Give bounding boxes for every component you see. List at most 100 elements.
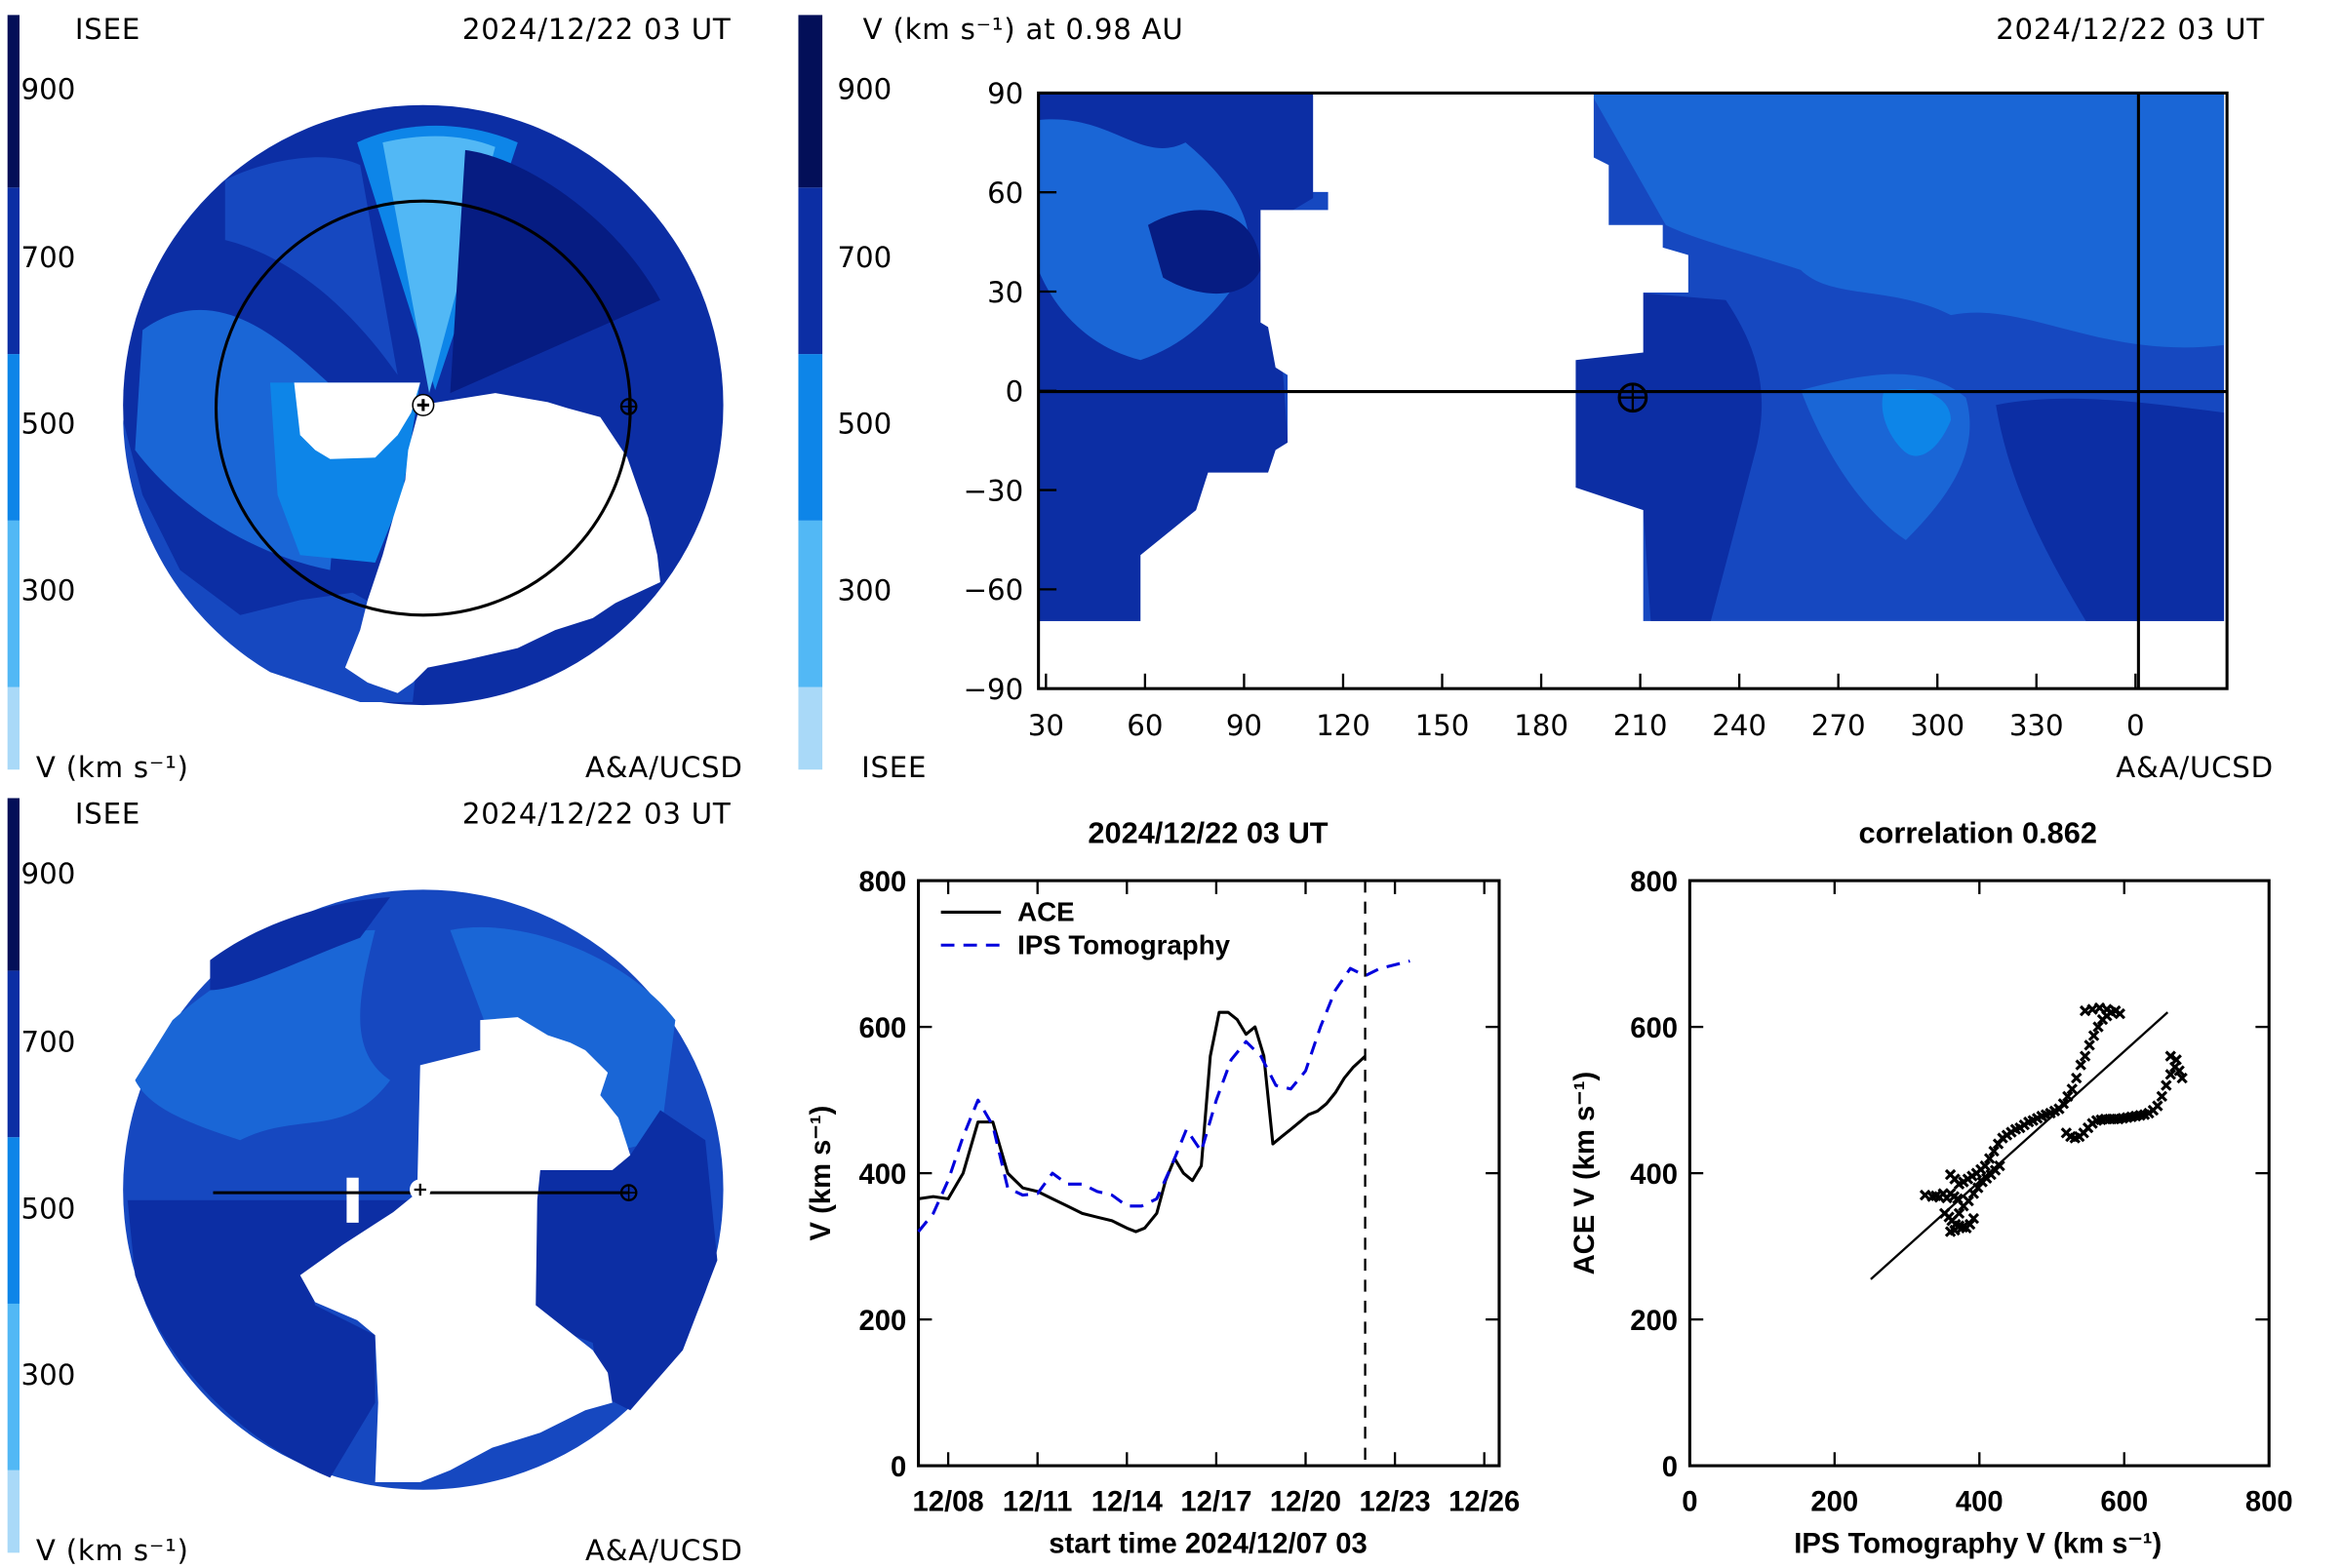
colorbar2-tick-700: 700: [837, 241, 892, 274]
map-xtick-label: 210: [1613, 709, 1668, 742]
scatter-point: [2087, 1030, 2100, 1041]
meridional-sun-cross-icon: [414, 1183, 426, 1196]
scatter-point: [1988, 1145, 2000, 1157]
colorbar3-tick-700: 700: [21, 1025, 76, 1058]
scatter-point: [2152, 1100, 2163, 1112]
sc-xtick-label: 600: [2100, 1486, 2148, 1517]
ts-ytick-label: 400: [858, 1159, 906, 1191]
ecliptic-data-gap-upper: [294, 382, 420, 459]
ecliptic-panel: ISEE 2024/12/22 03 UT V (km s⁻¹) A&A/UCS…: [36, 13, 743, 784]
meridional-panel: ISEE 2024/12/22 03 UT V (km s⁻¹) A&A/UCS…: [36, 798, 743, 1567]
colorbar2-tick-900: 900: [837, 73, 892, 106]
ecliptic-source-label: ISEE: [75, 13, 140, 46]
sc-ytick-label: 400: [1630, 1159, 1678, 1191]
scatter-point: [2170, 1054, 2182, 1066]
map-xtick-label: 330: [2009, 709, 2064, 742]
ts-xtick-label: 12/14: [1091, 1486, 1164, 1517]
colorbar-tick-500: 500: [21, 408, 76, 441]
colorbar2-band-600: [798, 187, 823, 355]
colorbar-tick-300: 300: [21, 573, 76, 607]
sc-ytick-label: 800: [1630, 867, 1678, 898]
colorbar3-band-200: [7, 1470, 20, 1553]
map-ytick-label: 90: [987, 77, 1023, 110]
ecliptic-region-lower: [123, 419, 420, 703]
map-source-label: ISEE: [861, 751, 927, 784]
colorbar-band-200: [7, 686, 20, 770]
scatter-point: [1979, 1159, 1991, 1172]
ips-series-line: [917, 960, 1410, 1234]
scatter-fit-line: [1870, 1011, 2169, 1280]
timeseries-title: 2024/12/22 03 UT: [1088, 816, 1328, 850]
colorbar2-band-900: [798, 15, 823, 188]
timeseries-panel: 2024/12/22 03 UT 0 200 400 600 800 12/08 12/11…: [806, 816, 1520, 1560]
sun-cross-icon: [417, 399, 430, 412]
map-earth-cross-icon: [1619, 383, 1647, 412]
meridional-timestamp: 2024/12/22 03 UT: [462, 798, 732, 831]
legend-ips-label: IPS Tomography: [1017, 929, 1231, 960]
scatter-point: [2164, 1050, 2176, 1062]
sc-xtick-label: 0: [1682, 1486, 1697, 1517]
scatter-point: [1967, 1212, 1980, 1225]
colorbar-band-400: [7, 354, 20, 521]
map-ytick-label: −60: [964, 573, 1024, 607]
meridional-region-fast-right: [533, 1110, 718, 1411]
map-xtick-label: 0: [2126, 709, 2145, 742]
scatter-point: [1994, 1159, 2005, 1172]
map-region-medium-north: [1590, 93, 2225, 348]
colorbar2-tick-500: 500: [837, 408, 892, 441]
map-timestamp: 2024/12/22 03 UT: [1996, 13, 2265, 46]
ts-xtick-label: 12/20: [1270, 1486, 1341, 1517]
ts-ytick-label: 800: [858, 867, 906, 898]
scatter-point: [1949, 1224, 1961, 1236]
map-region-medium-west: [1038, 119, 1250, 361]
ts-xtick-label: 12/26: [1448, 1486, 1520, 1517]
scatter-title: correlation 0.862: [1859, 816, 2097, 850]
meridional-region-medium: [135, 929, 391, 1141]
scatter-point: [2173, 1065, 2185, 1077]
colorbar-band-600: [7, 187, 20, 355]
timeseries-axes: 0 200 400 600 800 12/08 12/11 12/14 12/17 12/20 12…: [858, 867, 1520, 1517]
colorbar-top-left: 900 700 500 300: [7, 15, 76, 770]
map-xtick-label: 240: [1712, 709, 1766, 742]
meridional-credit: A&A/UCSD: [585, 1534, 743, 1567]
scatter-point: [2176, 1072, 2188, 1084]
ts-ytick-label: 200: [858, 1306, 906, 1337]
colorbar2-tick-300: 300: [837, 573, 892, 607]
timeseries-ylabel: V (km s⁻¹): [806, 1106, 837, 1241]
map-title: V (km s⁻¹) at 0.98 AU: [863, 13, 1184, 46]
colorbar-top-middle: 900 700 500 300: [798, 15, 892, 770]
ecliptic-timestamp: 2024/12/22 03 UT: [462, 13, 732, 46]
ecliptic-unit-label: V (km s⁻¹): [36, 751, 189, 784]
map-data-gap: [1038, 93, 1711, 676]
map-xtick-label: 300: [1910, 709, 1964, 742]
meridional-unit-label: V (km s⁻¹): [36, 1534, 189, 1567]
scatter-point: [1953, 1207, 1965, 1220]
map-region-fast-center: [1575, 293, 1763, 621]
earth-cross-icon: [620, 399, 637, 414]
timeseries-legend: ACE IPS Tomography: [940, 897, 1231, 960]
ecliptic-data-gap: [344, 393, 660, 693]
ecliptic-region-fast: [450, 149, 660, 394]
scatter-point: [2161, 1079, 2172, 1091]
map-ytick-label: −90: [964, 673, 1024, 706]
colorbar-tick-700: 700: [21, 241, 76, 274]
ts-ytick-label: 600: [858, 1013, 906, 1044]
ecliptic-credit: A&A/UCSD: [585, 751, 743, 784]
scatter-point: [2156, 1090, 2168, 1103]
map-ytick-label: 30: [987, 276, 1023, 309]
ace-series-line: [918, 1010, 1367, 1234]
earth-orbit-circle: [215, 199, 632, 617]
timeseries-series: [917, 960, 1410, 1234]
sc-xtick-label: 400: [1956, 1486, 2004, 1517]
scatter-point: [2114, 1007, 2125, 1020]
colorbar3-tick-300: 300: [21, 1358, 76, 1392]
colorbar2-band-200: [798, 686, 823, 770]
map-x-axis: 30 60 90 120 150 180 210 240 270 300 330 0: [1028, 673, 2145, 742]
scatter-axes: 0 200 400 600 800 0 200 400 600 800: [1630, 867, 2292, 1517]
map-xtick-label: 270: [1811, 709, 1866, 742]
map-region-fast-east: [1996, 398, 2225, 621]
legend-ace-label: ACE: [1017, 897, 1074, 927]
colorbar3-tick-500: 500: [21, 1192, 76, 1225]
colorbar-tick-900: 900: [21, 73, 76, 106]
